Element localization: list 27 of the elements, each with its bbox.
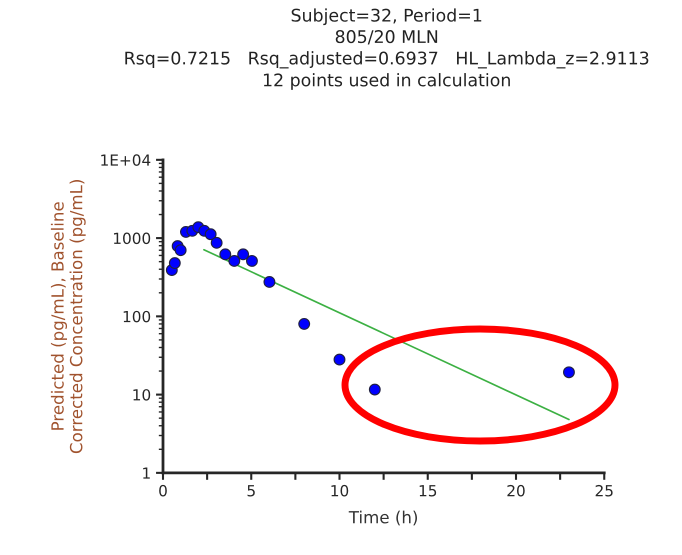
x-axis-title: Time (h) bbox=[348, 510, 418, 526]
y-tick-label: 100 bbox=[124, 310, 150, 322]
y-tick-label: 1E+04 bbox=[101, 154, 150, 166]
point bbox=[246, 255, 258, 267]
x-tick-label: 0 bbox=[159, 484, 167, 496]
point bbox=[368, 384, 381, 396]
y-tick-label: 10 bbox=[133, 389, 150, 401]
point bbox=[174, 244, 187, 256]
point bbox=[298, 318, 310, 330]
point bbox=[237, 248, 250, 260]
x-tick-label: 20 bbox=[507, 484, 525, 496]
point bbox=[204, 228, 217, 240]
point bbox=[228, 255, 240, 267]
x-tick-label: 25 bbox=[596, 484, 613, 496]
y-tick-label: 1 bbox=[143, 468, 150, 479]
x-tick-label: 10 bbox=[331, 484, 348, 496]
point bbox=[263, 276, 276, 288]
point bbox=[168, 257, 181, 269]
point bbox=[219, 248, 232, 260]
point bbox=[334, 354, 346, 366]
y-tick-label: 1000 bbox=[114, 232, 150, 244]
point bbox=[210, 236, 223, 249]
y-axis-title: Predicted (pg/mL), Baseline Corrected Concentration (pg/mL) bbox=[50, 180, 86, 454]
chart-title: Subject=32, Period=1 805/20 MLN Rsq=0.7215 Rsq_adjusted=0.6937 HL_Lambda_z=2.9113 12 points used in calculation bbox=[125, 8, 648, 90]
point bbox=[563, 366, 575, 378]
x-tick-label: 15 bbox=[420, 485, 436, 496]
x-tick-label: 5 bbox=[248, 485, 255, 496]
